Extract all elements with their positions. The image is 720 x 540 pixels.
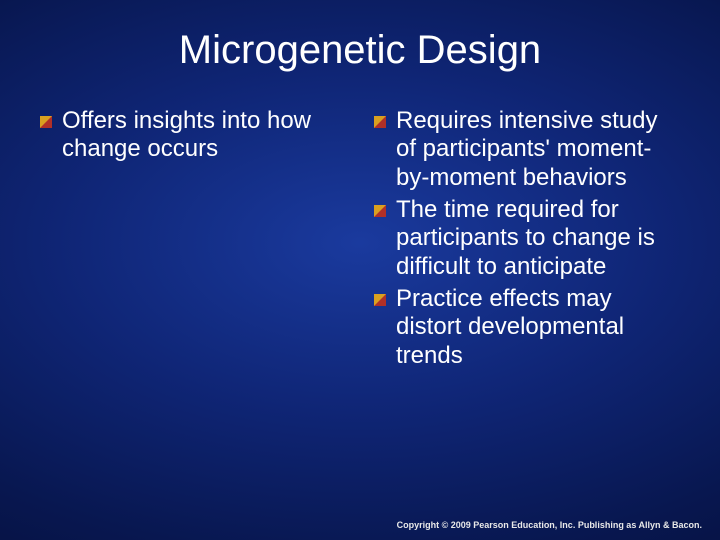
list-item: Offers insights into how change occurs: [40, 107, 346, 164]
bullet-text: Practice effects may distort development…: [396, 285, 680, 370]
right-column: Requires intensive study of participants…: [374, 107, 680, 540]
bullet-text: Offers insights into how change occurs: [62, 107, 346, 164]
slide: Microgenetic Design Offers insights into…: [0, 0, 720, 540]
bullet-text: Requires intensive study of participants…: [396, 107, 680, 192]
bullet-icon: [374, 294, 386, 306]
bullet-icon: [374, 116, 386, 128]
bullet-icon: [374, 205, 386, 217]
list-item: The time required for participants to ch…: [374, 196, 680, 281]
bullet-text: The time required for participants to ch…: [396, 196, 680, 281]
list-item: Practice effects may distort development…: [374, 285, 680, 370]
copyright-text: Copyright © 2009 Pearson Education, Inc.…: [397, 520, 702, 530]
bullet-icon: [40, 116, 52, 128]
list-item: Requires intensive study of participants…: [374, 107, 680, 192]
left-column: Offers insights into how change occurs: [40, 107, 346, 540]
slide-title: Microgenetic Design: [40, 28, 680, 73]
columns-container: Offers insights into how change occurs R…: [40, 107, 680, 540]
